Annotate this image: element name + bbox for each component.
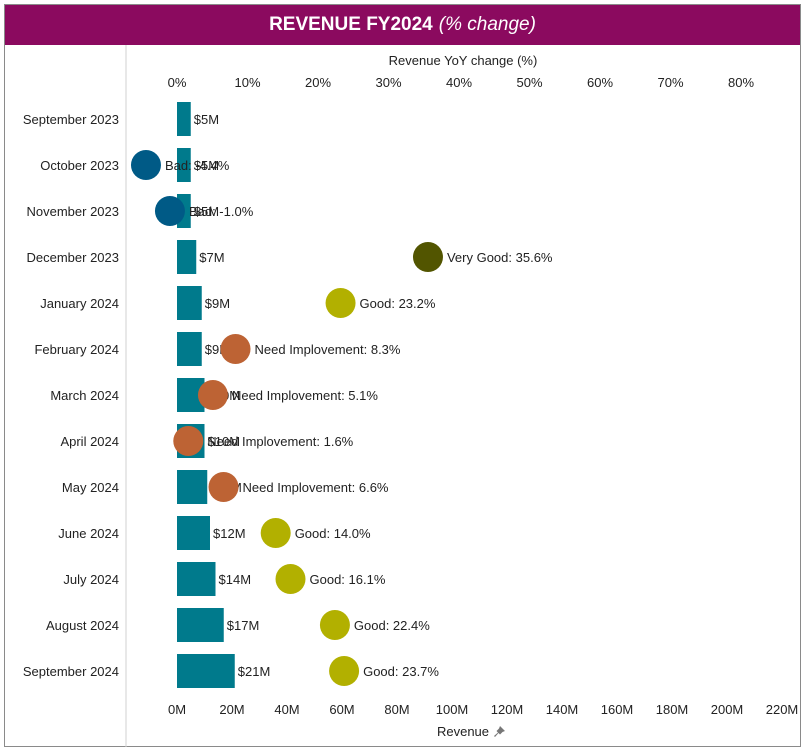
yoy-change-label: Good: 23.7% (363, 664, 439, 679)
category-label: January 2024 (40, 296, 119, 311)
chart-title: REVENUE FY2024 (% change) (5, 5, 800, 45)
category-label: March 2024 (50, 388, 119, 403)
yoy-change-dot (173, 426, 204, 456)
bottom-axis-tick-label: 20M (219, 702, 244, 717)
yoy-change-dot (197, 380, 228, 410)
yoy-change-label: Need Implovement: 8.3% (255, 342, 401, 357)
top-axis-title: Revenue YoY change (%) (389, 53, 538, 68)
bottom-axis-tick-label: 40M (274, 702, 299, 717)
yoy-change-dot (208, 472, 239, 502)
top-axis-tick-label: 30% (375, 75, 401, 90)
revenue-bar-label: $10M (208, 434, 241, 449)
chart-title-suffix: (% change) (438, 14, 536, 35)
revenue-bar (177, 470, 208, 504)
category-label: May 2024 (62, 480, 119, 495)
revenue-bar-label: $12M (213, 526, 246, 541)
yoy-change-label: Bad: -4.4% (165, 158, 230, 173)
top-axis-tick-label: 70% (657, 75, 683, 90)
top-axis-tick-label: 20% (305, 75, 331, 90)
yoy-change-label: Very Good: 35.6% (447, 250, 553, 265)
bottom-axis-tick-label: 220M (766, 702, 799, 717)
bottom-axis-tick-label: 200M (711, 702, 744, 717)
revenue-bar (177, 332, 202, 366)
top-axis-tick-label: 50% (516, 75, 542, 90)
top-axis-tick-label: 0% (168, 75, 187, 90)
top-axis-tick-label: 40% (446, 75, 472, 90)
revenue-bar-label: $5M (194, 158, 219, 173)
yoy-change-label: Need Implovement: 6.6% (243, 480, 389, 495)
revenue-bar-label: $14M (219, 572, 252, 587)
category-label: September 2024 (23, 664, 119, 679)
category-label: October 2023 (40, 158, 119, 173)
yoy-change-label: Need Implovement: 5.1% (232, 388, 378, 403)
category-label: August 2024 (46, 618, 119, 633)
pin-icon (494, 726, 505, 737)
yoy-change-dot (154, 196, 185, 226)
yoy-change-label: Good: 23.2% (360, 296, 436, 311)
category-label: December 2023 (27, 250, 120, 265)
revenue-bar (177, 240, 197, 274)
bottom-axis-tick-label: 180M (656, 702, 689, 717)
bottom-axis-tick-label: 160M (601, 702, 634, 717)
category-label: July 2024 (63, 572, 119, 587)
bottom-axis-tick-label: 0M (168, 702, 186, 717)
yoy-change-dot (412, 242, 443, 272)
revenue-bar-label: $17M (227, 618, 260, 633)
top-axis-tick-label: 80% (728, 75, 754, 90)
chart-frame: REVENUE FY2024 (% change) (4, 4, 801, 747)
yoy-change-label: Need Implovement: 1.6% (207, 434, 353, 449)
revenue-bar (177, 562, 216, 596)
revenue-bar (177, 286, 202, 320)
yoy-change-label: Good: 22.4% (354, 618, 430, 633)
yoy-change-label: Bad: -1.0% (189, 204, 254, 219)
revenue-bar-label: $5M (194, 112, 219, 127)
top-axis-tick-label: 10% (234, 75, 260, 90)
revenue-bar-label: $21M (238, 664, 271, 679)
revenue-bar (177, 102, 191, 136)
revenue-bar-label: $7M (199, 250, 224, 265)
bottom-axis-tick-label: 60M (329, 702, 354, 717)
yoy-change-label: Good: 16.1% (310, 572, 386, 587)
yoy-change-dot (329, 656, 360, 686)
bottom-axis-tick-label: 140M (546, 702, 579, 717)
revenue-bar-label: $5M (194, 204, 219, 219)
yoy-change-dot (275, 564, 306, 594)
yoy-change-label: Good: 14.0% (295, 526, 371, 541)
yoy-change-dot (130, 150, 161, 180)
yoy-change-dot (325, 288, 356, 318)
yoy-change-dot (260, 518, 291, 548)
category-label: November 2023 (27, 204, 120, 219)
bottom-axis-tick-label: 100M (436, 702, 469, 717)
bottom-axis-tick-label: 120M (491, 702, 524, 717)
bottom-axis-title: Revenue (437, 724, 489, 739)
yoy-change-dot (319, 610, 350, 640)
revenue-bar (177, 148, 191, 182)
yoy-change-dot (220, 334, 251, 364)
category-label: June 2024 (58, 526, 119, 541)
revenue-bar (177, 516, 210, 550)
chart-title-main: REVENUE FY2024 (269, 14, 433, 35)
category-label: February 2024 (34, 342, 119, 357)
category-label: April 2024 (60, 434, 119, 449)
revenue-bar (177, 608, 224, 642)
top-axis-tick-label: 60% (587, 75, 613, 90)
bottom-axis-tick-label: 80M (384, 702, 409, 717)
category-label: September 2023 (23, 112, 119, 127)
revenue-bar-label: $9M (205, 296, 230, 311)
revenue-bar (177, 654, 235, 688)
